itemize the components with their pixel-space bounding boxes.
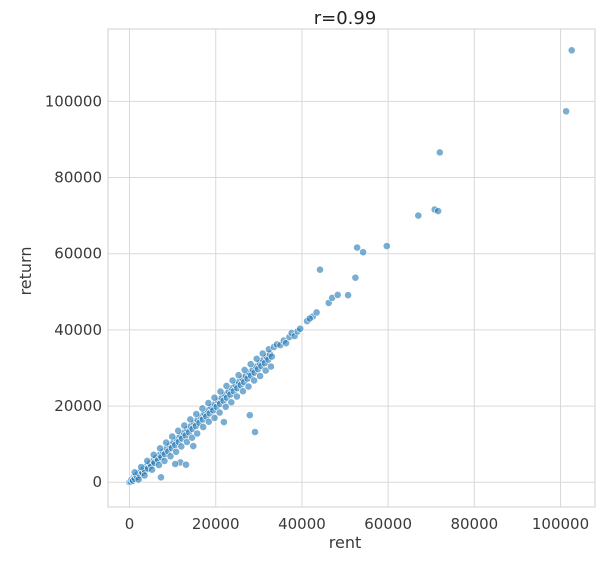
data-point — [171, 460, 180, 468]
data-point — [172, 447, 180, 456]
x-tick-label: 80000 — [450, 515, 498, 533]
data-point — [256, 372, 264, 380]
y-tick-labels: 0 20000 40000 60000 80000 100000 — [45, 92, 102, 491]
x-tick-label: 100000 — [532, 515, 589, 533]
data-point — [182, 460, 190, 469]
data-point — [434, 207, 442, 215]
x-tick-label: 40000 — [278, 515, 326, 533]
data-point — [222, 381, 231, 390]
data-point — [258, 349, 267, 358]
x-tick-label: 0 — [125, 515, 135, 533]
data-point — [216, 387, 225, 396]
data-point — [261, 366, 270, 375]
data-point — [382, 242, 391, 250]
data-point — [228, 376, 237, 385]
data-point — [250, 376, 258, 385]
x-tick-labels: 0 20000 40000 60000 80000 100000 — [125, 515, 589, 533]
data-point — [246, 360, 255, 369]
data-point — [156, 444, 164, 453]
x-axis-label: rent — [329, 533, 361, 552]
data-point — [157, 473, 165, 482]
data-point — [182, 437, 191, 446]
data-point — [252, 354, 261, 363]
data-point — [305, 314, 314, 323]
data-point — [282, 339, 290, 348]
data-point — [266, 362, 275, 371]
data-point — [140, 471, 149, 480]
data-point — [215, 408, 224, 417]
data-point — [296, 324, 305, 333]
data-point — [162, 438, 171, 447]
data-point — [333, 290, 342, 299]
data-point — [149, 450, 158, 459]
data-point — [193, 429, 202, 438]
data-point — [180, 421, 189, 430]
y-axis-label: return — [16, 247, 35, 296]
data-point — [160, 456, 169, 465]
y-tick-label: 60000 — [54, 245, 102, 263]
chart-title: r=0.99 — [314, 8, 377, 29]
data-point — [344, 291, 352, 300]
data-point — [188, 433, 196, 442]
data-point — [238, 387, 247, 396]
plot-frame — [107, 28, 596, 508]
data-point — [166, 452, 175, 461]
data-point — [234, 371, 243, 380]
data-point — [210, 413, 219, 422]
data-point — [174, 426, 183, 435]
data-point — [353, 243, 361, 252]
data-point — [148, 465, 156, 474]
grid — [108, 29, 595, 507]
data-point — [232, 392, 241, 401]
data-point — [130, 468, 139, 477]
data-point — [359, 248, 367, 257]
y-tick-label: 40000 — [54, 321, 102, 339]
y-tick-label: 80000 — [54, 169, 102, 187]
y-tick-label: 20000 — [54, 397, 102, 415]
data-point — [240, 365, 249, 374]
data-point — [186, 415, 195, 424]
data-point — [189, 442, 198, 450]
data-point — [219, 418, 228, 426]
y-tick-label: 100000 — [45, 92, 102, 110]
data-point — [143, 456, 152, 465]
x-tick-label: 20000 — [192, 515, 240, 533]
data-point — [199, 423, 208, 431]
y-tick-label: 0 — [92, 473, 102, 491]
data-point — [177, 442, 186, 451]
data-point — [312, 308, 321, 317]
data-points — [125, 46, 576, 487]
data-point — [210, 393, 219, 402]
data-point — [154, 461, 163, 469]
data-point — [204, 417, 213, 426]
data-point — [251, 428, 259, 436]
data-point — [204, 399, 213, 407]
data-point — [267, 352, 276, 361]
data-point — [435, 148, 444, 157]
data-point — [245, 411, 254, 420]
x-tick-label: 60000 — [364, 515, 412, 533]
data-point — [316, 265, 324, 274]
data-point — [351, 273, 360, 282]
data-point — [134, 475, 143, 484]
data-point — [137, 463, 146, 471]
data-point — [244, 382, 253, 391]
data-point — [567, 46, 576, 55]
data-point — [414, 211, 423, 220]
data-point — [562, 107, 570, 116]
data-point — [192, 410, 201, 418]
data-point — [227, 398, 236, 407]
data-point — [221, 402, 230, 411]
data-point — [198, 404, 207, 413]
data-point — [168, 432, 177, 441]
